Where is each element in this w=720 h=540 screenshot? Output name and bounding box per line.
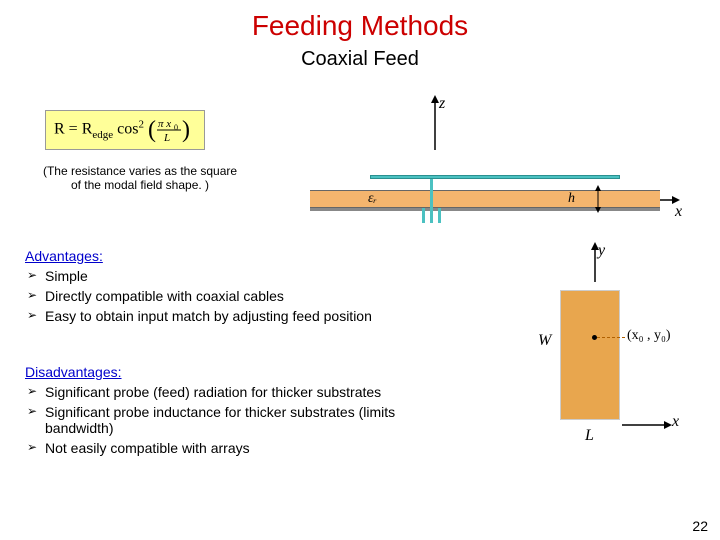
patch-top-view xyxy=(560,290,620,420)
formula-mid: cos xyxy=(113,121,138,138)
probe-outer-right xyxy=(438,208,441,223)
h-dimension-arrows-icon xyxy=(590,185,606,215)
page-title: Feeding Methods xyxy=(20,10,700,42)
adv-item: Simple xyxy=(25,268,455,284)
formula-lhs: R = R xyxy=(54,121,92,138)
h-label: h xyxy=(568,191,575,207)
epsilon-label: εᵣ xyxy=(368,191,377,207)
svg-text:0: 0 xyxy=(174,123,178,132)
formula-sub: edge xyxy=(92,129,113,141)
x-axis-top-label: x xyxy=(672,413,679,431)
disadv-item: Not easily compatible with arrays xyxy=(25,440,455,456)
substrate-layer xyxy=(310,190,660,208)
probe-inner xyxy=(430,179,433,223)
formula-paren: ( π x 0 L ) xyxy=(148,121,196,138)
ground-plane xyxy=(310,208,660,211)
page-number: 22 xyxy=(692,518,708,534)
formula-box: R = Redge cos2 ( π x 0 L ) xyxy=(45,110,205,150)
advantages-heading: Advantages: xyxy=(25,248,455,264)
adv-item: Easy to obtain input match by adjusting … xyxy=(25,308,455,324)
disadvantages-heading: Disadvantages: xyxy=(25,364,455,380)
probe-outer-left xyxy=(422,208,425,223)
svg-text:L: L xyxy=(163,132,170,144)
adv-item: Directly compatible with coaxial cables xyxy=(25,288,455,304)
feed-dash-line xyxy=(597,337,625,338)
x-axis-top-arrow-icon xyxy=(622,420,672,434)
patch-side xyxy=(370,175,620,179)
svg-text:π x: π x xyxy=(158,118,171,130)
text-content: Advantages: Simple Directly compatible w… xyxy=(25,248,455,460)
z-axis-label: z xyxy=(439,95,445,113)
disadv-item: Significant probe (feed) radiation for t… xyxy=(25,384,455,400)
page-subtitle: Coaxial Feed xyxy=(20,48,700,71)
w-dimension-label: W xyxy=(538,332,551,350)
top-view-diagram: y (x₀ , y₀) W L x xyxy=(530,270,700,490)
x-axis-label: x xyxy=(675,203,682,221)
side-view-diagram: z εᵣ h x xyxy=(310,95,680,225)
feed-coords-label: (x₀ , y₀) xyxy=(627,328,671,344)
y-axis-label: y xyxy=(598,242,605,260)
formula-caption: (The resistance varies as the square of … xyxy=(40,164,240,192)
svg-text:): ) xyxy=(182,117,190,143)
disadv-item: Significant probe inductance for thicker… xyxy=(25,404,455,436)
svg-text:(: ( xyxy=(148,117,156,143)
formula-sup: 2 xyxy=(138,118,144,130)
l-dimension-label: L xyxy=(585,427,594,445)
